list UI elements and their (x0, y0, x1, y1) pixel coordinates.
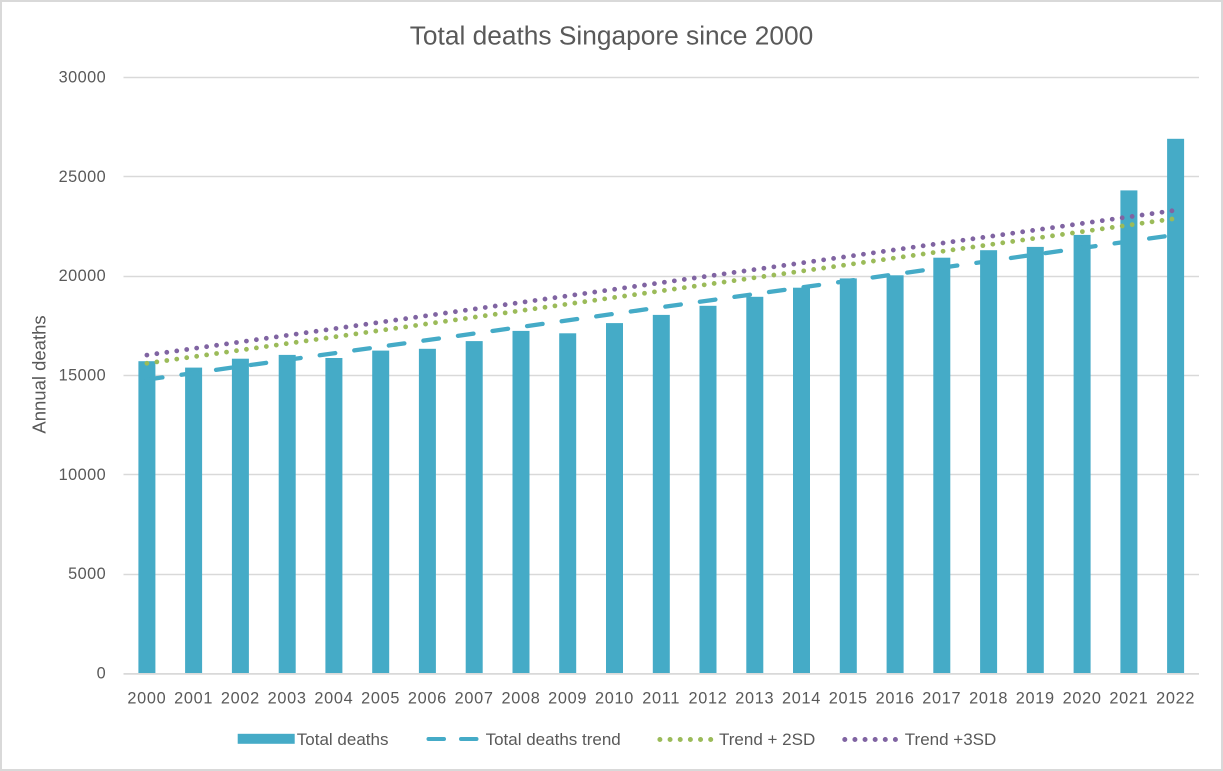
svg-text:2014: 2014 (782, 690, 821, 708)
svg-text:2017: 2017 (922, 690, 961, 708)
svg-text:Total deaths: Total deaths (297, 730, 389, 749)
svg-text:Trend +3SD: Trend +3SD (905, 730, 997, 749)
svg-text:2006: 2006 (408, 690, 447, 708)
svg-text:2018: 2018 (969, 690, 1008, 708)
svg-text:2010: 2010 (595, 690, 634, 708)
svg-text:2019: 2019 (1016, 690, 1055, 708)
svg-text:2009: 2009 (548, 690, 587, 708)
svg-text:Trend + 2SD: Trend + 2SD (719, 730, 815, 749)
svg-text:2013: 2013 (735, 690, 774, 708)
svg-text:Total deaths Singapore since 2: Total deaths Singapore since 2000 (410, 21, 814, 51)
svg-text:0: 0 (97, 665, 107, 683)
svg-text:2021: 2021 (1109, 690, 1148, 708)
svg-text:2001: 2001 (174, 690, 213, 708)
svg-text:10000: 10000 (59, 466, 107, 484)
svg-text:2008: 2008 (501, 690, 540, 708)
svg-text:20000: 20000 (59, 267, 107, 285)
svg-text:2004: 2004 (314, 690, 353, 708)
svg-text:25000: 25000 (59, 168, 107, 186)
svg-text:2015: 2015 (829, 690, 868, 708)
svg-text:Total deaths trend: Total deaths trend (486, 730, 621, 749)
svg-text:Annual deaths: Annual deaths (29, 315, 50, 433)
svg-text:2016: 2016 (876, 690, 915, 708)
svg-text:2005: 2005 (361, 690, 400, 708)
svg-text:15000: 15000 (59, 367, 107, 385)
svg-text:2003: 2003 (268, 690, 307, 708)
svg-text:30000: 30000 (59, 69, 107, 87)
svg-text:2022: 2022 (1156, 690, 1195, 708)
svg-text:2011: 2011 (642, 690, 680, 708)
svg-text:2000: 2000 (127, 690, 166, 708)
svg-text:5000: 5000 (68, 565, 106, 583)
svg-text:2002: 2002 (221, 690, 260, 708)
svg-text:2007: 2007 (455, 690, 494, 708)
svg-text:2012: 2012 (688, 690, 727, 708)
svg-text:2020: 2020 (1063, 690, 1102, 708)
